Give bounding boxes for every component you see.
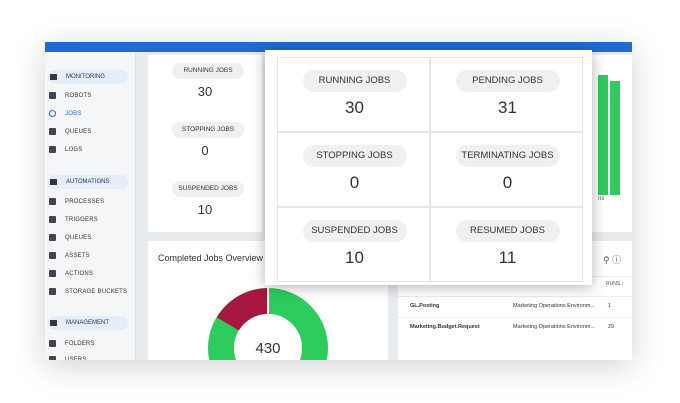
status-pill: SUSPENDED JOBS <box>302 220 407 242</box>
nav-icon <box>49 252 56 259</box>
table-cell: Marketing Operations Environm... <box>513 303 595 309</box>
search-icon[interactable]: ⚲ ⓘ <box>603 255 622 265</box>
status-pill: RUNNING JOBS <box>172 63 244 79</box>
status-pill: TERMINATING JOBS <box>455 145 560 167</box>
table-cell: Marketing Operations Environm... <box>513 324 595 330</box>
donut-segment <box>216 288 269 332</box>
status-count: 30 <box>345 98 364 117</box>
stat-cell: PENDING JOBS 31 <box>430 57 583 132</box>
nav-item[interactable]: QUEUES <box>65 235 92 241</box>
status-count: 30 <box>197 84 213 99</box>
table-cell: GL.Posting <box>410 303 440 309</box>
status-pill: RUNNING JOBS <box>302 70 407 92</box>
sidebar: MONITORING ROBOTS JOBS QUEUES LOGS AUTOMATION… <box>45 52 136 360</box>
nav-item[interactable]: ACTIONS <box>65 271 94 277</box>
status-pill: PENDING JOBS <box>455 70 560 92</box>
donut-hole <box>234 314 302 360</box>
status-count: 10 <box>197 202 213 217</box>
section-header[interactable]: MONITORING <box>48 70 128 84</box>
nav-icon <box>49 146 56 153</box>
nav-item[interactable]: STORAGE BUCKETS <box>65 289 128 295</box>
nav-icon <box>49 356 56 360</box>
section-header[interactable]: AUTOMATIONS <box>48 175 128 189</box>
status-pill: RESUMED JOBS <box>455 220 560 242</box>
icon <box>50 74 57 80</box>
jobs-card: RUNNING JOBS 30 STOPPING JOBS 0 SUSPENDED JO… <box>148 55 262 232</box>
zoom-popup: RUNNING JOBS 30 PENDING JOBS 31 STOPPING JOB… <box>265 50 592 285</box>
status-count: 0 <box>349 173 360 192</box>
nav-icon <box>49 110 56 117</box>
nav-item[interactable]: FOLDERS <box>65 341 95 347</box>
table-cell: Marketing.Budget.Request <box>410 324 480 330</box>
top-bar <box>45 42 632 52</box>
stat-cell: RUNNING JOBS 30 <box>277 57 430 132</box>
nav-icon <box>49 340 56 347</box>
icon <box>50 320 57 326</box>
nav-item[interactable]: QUEUES <box>65 129 92 135</box>
nav-item[interactable]: LOGS <box>65 147 83 153</box>
row-divider <box>398 296 632 297</box>
status-count: 10 <box>345 248 364 267</box>
stat-cell: SUSPENDED JOBS 10 <box>277 207 430 282</box>
icon <box>50 179 57 185</box>
status-count: 31 <box>498 98 517 117</box>
nav-icon <box>49 216 56 223</box>
status-count: 0 <box>201 143 209 158</box>
nav-item[interactable]: ROBOTS <box>65 93 92 99</box>
nav-icon <box>49 92 56 99</box>
status-pill: SUSPENDED JOBS <box>172 181 244 197</box>
table-cell: 1 <box>608 303 612 309</box>
nav-item[interactable]: ASSETS <box>65 253 90 259</box>
stat-cell: TERMINATING JOBS 0 <box>430 132 583 207</box>
row-divider <box>398 317 632 318</box>
nav-icon <box>49 198 56 205</box>
column-header[interactable]: RUNS ↕ <box>606 281 625 287</box>
section-header[interactable]: MANAGEMENT <box>48 316 128 330</box>
donut-total: 430 <box>255 340 280 357</box>
nav-icon <box>49 288 56 295</box>
status-pill: STOPPING JOBS <box>302 145 407 167</box>
section-title: MONITORING <box>66 74 105 80</box>
status-pill: STOPPING JOBS <box>172 122 244 138</box>
label: ns <box>598 196 605 202</box>
bar <box>598 75 608 195</box>
status-count: 11 <box>498 248 517 267</box>
bar <box>610 81 620 195</box>
nav-icon <box>49 128 56 135</box>
nav-item[interactable]: USERS <box>65 357 87 360</box>
stat-cell: STOPPING JOBS 0 <box>277 132 430 207</box>
nav-item[interactable]: JOBS <box>65 111 82 117</box>
section-title: AUTOMATIONS <box>66 179 110 185</box>
card-title: Completed Jobs Overview <box>158 253 264 263</box>
status-count: 0 <box>502 173 513 192</box>
stat-cell: RESUMED JOBS 11 <box>430 207 583 282</box>
nav-icon <box>49 270 56 277</box>
donut: 430 <box>208 288 328 360</box>
nav-item[interactable]: TRIGGERS <box>65 217 98 223</box>
section-title: MANAGEMENT <box>66 320 110 326</box>
nav-icon <box>49 234 56 241</box>
app-screenshot: MONITORING ROBOTS JOBS QUEUES LOGS AUTOMATION… <box>45 42 632 360</box>
nav-item[interactable]: PROCESSES <box>65 199 105 205</box>
table-cell: 29 <box>608 324 615 330</box>
